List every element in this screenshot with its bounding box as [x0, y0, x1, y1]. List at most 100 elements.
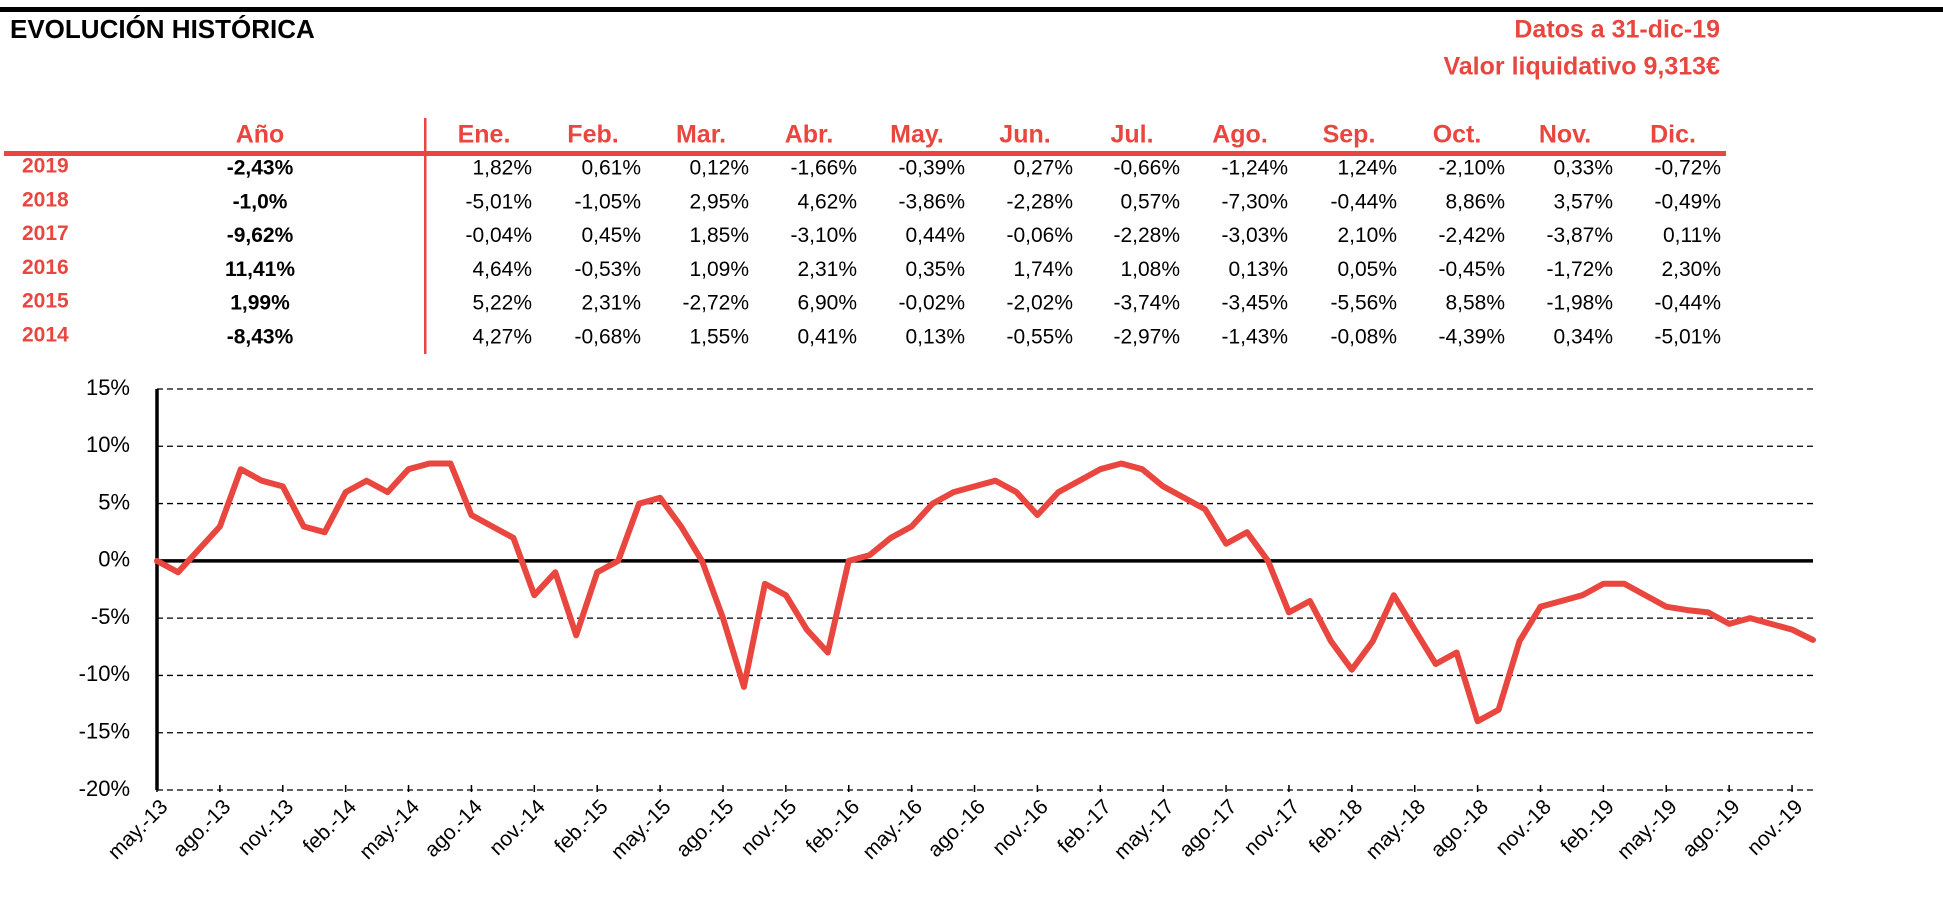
y-tick-label: 10% [86, 432, 130, 457]
column-header: Nov. [1539, 121, 1591, 149]
month-cell: -5,01% [465, 190, 532, 213]
column-header: May. [890, 121, 944, 149]
column-header: Ene. [458, 121, 511, 149]
month-cell: 0,57% [1120, 190, 1180, 213]
x-tick-label: ago.-19 [1678, 795, 1745, 862]
month-cell: -1,43% [1221, 326, 1288, 349]
month-cell: 3,57% [1553, 190, 1613, 213]
chart: -20%-15%-10%-5%0%5%10%15%may.-13ago.-13n… [79, 375, 1816, 864]
column-header: Sep. [1323, 121, 1376, 149]
year-cell: 2017 [22, 222, 69, 245]
year-cell: 2016 [22, 256, 69, 279]
column-header: Ago. [1212, 121, 1268, 149]
month-cell: 0,61% [581, 157, 641, 180]
month-cell: -0,39% [898, 157, 965, 180]
data-line [154, 460, 1816, 725]
month-cell: -1,66% [790, 157, 857, 180]
month-cell: 0,27% [1013, 157, 1073, 180]
date-label: Datos a 31-dic-19 [1514, 16, 1720, 44]
month-cell: 4,27% [472, 326, 532, 349]
y-tick-label: 0% [98, 547, 130, 572]
y-tick-label: 5% [98, 489, 130, 514]
column-header: Jul. [1110, 121, 1153, 149]
month-cell: 0,35% [905, 258, 965, 281]
column-header: Mar. [676, 121, 726, 149]
month-cell: 2,30% [1661, 258, 1721, 281]
section-title: EVOLUCIÓN HISTÓRICA [10, 14, 315, 44]
month-cell: -3,10% [790, 224, 857, 247]
month-cell: -0,55% [1006, 326, 1073, 349]
table-divider [424, 118, 427, 354]
x-tick-label: nov.-18 [1491, 795, 1556, 860]
month-cell: 2,31% [581, 292, 641, 315]
x-tick-label: feb.-18 [1305, 795, 1368, 858]
month-cell: -0,68% [574, 326, 641, 349]
x-tick-label: may.-18 [1361, 795, 1430, 864]
annual-cell: -2,43% [227, 157, 294, 180]
x-tick-label: ago.-16 [923, 795, 990, 862]
month-cell: 2,31% [797, 258, 857, 281]
month-cell: -2,02% [1006, 292, 1073, 315]
month-cell: 2,10% [1337, 224, 1397, 247]
month-cell: -3,87% [1546, 224, 1613, 247]
x-tick-label: nov.-16 [988, 795, 1053, 860]
year-cell: 2014 [22, 324, 69, 347]
y-tick-label: 15% [86, 375, 130, 400]
month-cell: 0,11% [1663, 224, 1721, 247]
month-cell: 1,85% [689, 224, 749, 247]
month-cell: -2,28% [1113, 224, 1180, 247]
month-cell: -3,74% [1113, 292, 1180, 315]
month-cell: -0,49% [1654, 190, 1721, 213]
annual-cell: 11,41% [225, 258, 295, 281]
month-cell: -0,08% [1330, 326, 1397, 349]
month-cell: -7,30% [1221, 190, 1288, 213]
annual-cell: -9,62% [227, 224, 294, 247]
x-tick-label: may.-16 [858, 795, 927, 864]
month-cell: -1,05% [574, 190, 641, 213]
x-tick-label: nov.-17 [1240, 795, 1305, 860]
column-header: Año [236, 121, 285, 149]
column-header: Abr. [785, 121, 834, 149]
month-cell: -0,72% [1654, 157, 1721, 180]
x-tick-label: feb.-14 [299, 795, 362, 858]
year-cell: 2019 [22, 155, 69, 178]
month-cell: 8,86% [1445, 190, 1505, 213]
x-tick-label: feb.-17 [1053, 795, 1116, 858]
month-cell: 0,44% [905, 224, 965, 247]
month-cell: -0,45% [1438, 258, 1505, 281]
annual-cell: -8,43% [227, 326, 294, 349]
month-cell: -1,24% [1221, 157, 1288, 180]
month-cell: -0,02% [898, 292, 965, 315]
month-cell: -2,28% [1006, 190, 1073, 213]
month-cell: 0,13% [1228, 258, 1288, 281]
month-cell: -0,44% [1330, 190, 1397, 213]
month-cell: 0,41% [797, 326, 857, 349]
month-cell: -4,39% [1438, 326, 1505, 349]
month-cell: -3,03% [1221, 224, 1288, 247]
x-tick-label: nov.-13 [234, 795, 299, 860]
x-tick-label: feb.-19 [1556, 795, 1619, 858]
x-tick-label: feb.-16 [802, 795, 865, 858]
month-cell: 0,05% [1337, 258, 1397, 281]
annual-cell: 1,99% [230, 292, 290, 315]
x-tick-label: may.-13 [104, 795, 173, 864]
x-tick-label: may.-14 [355, 795, 424, 864]
month-cell: 6,90% [797, 292, 857, 315]
column-header: Jun. [999, 121, 1050, 149]
x-tick-label: nov.-14 [485, 795, 550, 860]
table: Año Ene. Feb. Mar. Abr. May. Jun. Jul. Ago. Sep. O… [22, 121, 1721, 349]
month-cell: -2,72% [682, 292, 749, 315]
x-tick-label: ago.-14 [420, 795, 487, 862]
x-tick-label: ago.-13 [169, 795, 236, 862]
x-tick-label: ago.-18 [1426, 795, 1493, 862]
year-cell: 2015 [22, 290, 69, 313]
month-cell: 1,55% [689, 326, 749, 349]
y-tick-label: -15% [79, 719, 130, 744]
month-cell: -2,97% [1113, 326, 1180, 349]
month-cell: 0,33% [1553, 157, 1613, 180]
month-cell: 1,24% [1337, 157, 1397, 180]
month-cell: 1,82% [472, 157, 532, 180]
x-tick-label: may.-17 [1110, 795, 1179, 864]
